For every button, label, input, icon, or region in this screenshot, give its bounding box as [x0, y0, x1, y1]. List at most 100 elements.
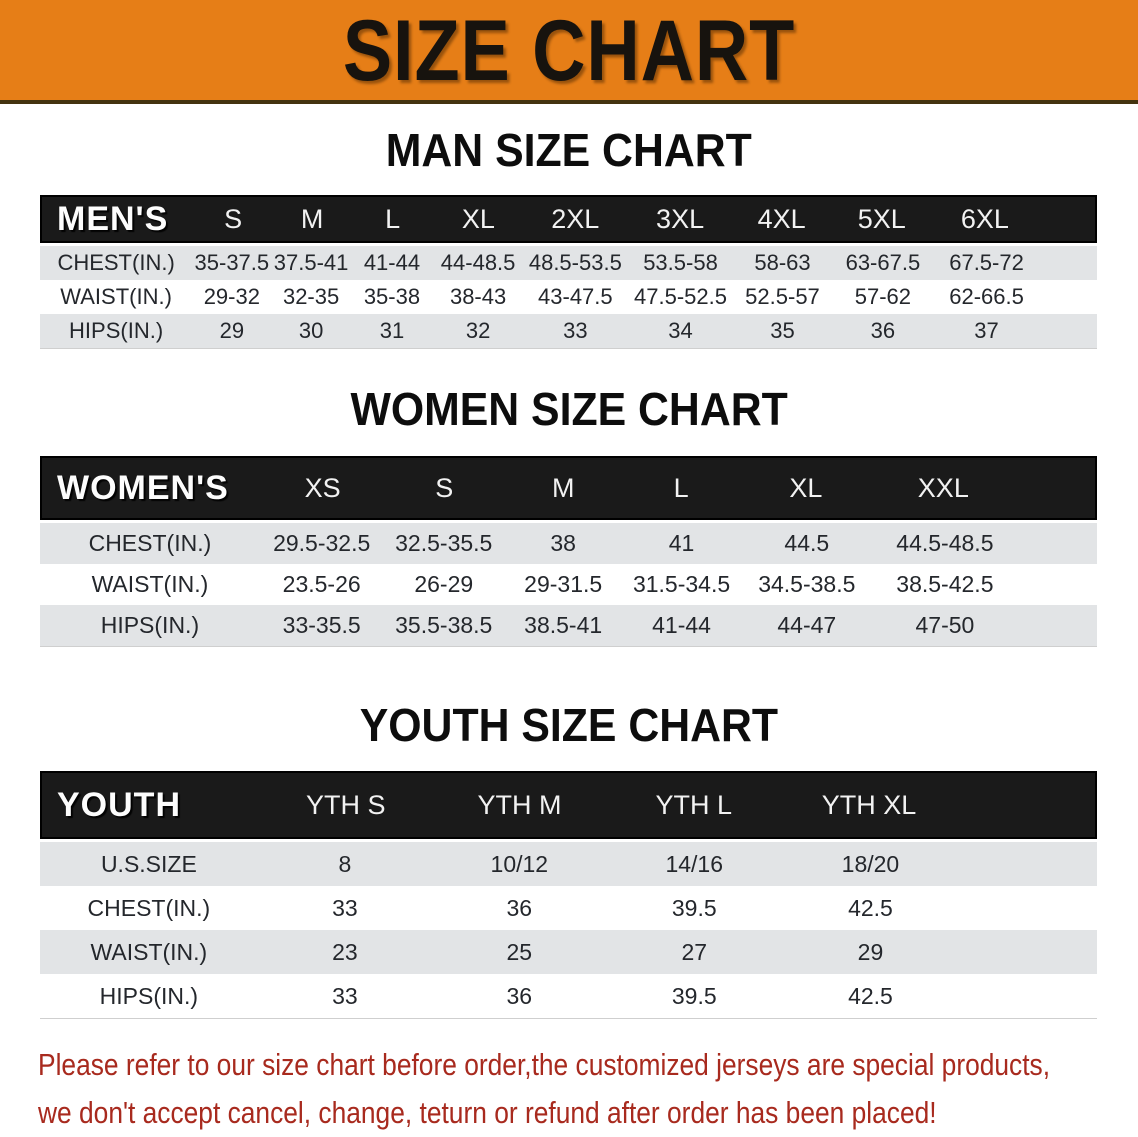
- column-header: M: [300, 203, 324, 234]
- size-cell: 29-31.5: [524, 571, 603, 597]
- youth-table-label: YOUTH: [57, 785, 181, 824]
- size-cell: 42.5: [848, 894, 893, 921]
- size-cell: 29: [857, 938, 884, 965]
- size-cell: 43-47.5: [538, 284, 613, 309]
- column-header: XXL: [917, 472, 969, 503]
- disclaimer-line-1: Please refer to our size chart before or…: [38, 1047, 1051, 1082]
- size-cell: 63-67.5: [845, 250, 921, 275]
- size-cell: 29: [219, 318, 245, 343]
- size-cell: 31: [379, 318, 405, 343]
- size-cell: 30: [298, 318, 324, 343]
- size-cell: 14/16: [665, 850, 724, 877]
- column-header: L: [673, 472, 689, 503]
- table-row: CHEST(IN.) 29.5-32.5 32.5-35.5 38 41 44.…: [40, 523, 1097, 564]
- column-header: 4XL: [757, 203, 806, 234]
- size-cell: 48.5-53.5: [528, 250, 622, 275]
- size-cell: 38.5-42.5: [896, 571, 994, 597]
- size-cell: 10/12: [490, 850, 549, 877]
- size-cell: 44-47: [777, 612, 837, 638]
- row-label: CHEST(IN.): [57, 250, 175, 275]
- row-label: CHEST(IN.): [87, 894, 211, 921]
- row-label: WAIST(IN.): [91, 571, 209, 597]
- size-cell: 42.5: [848, 982, 893, 1009]
- size-cell: 23.5-26: [282, 571, 361, 597]
- size-cell: 39.5: [671, 894, 717, 921]
- table-row: HIPS(IN.) 33 36 39.5 42.5: [40, 974, 1097, 1018]
- size-cell: 39.5: [671, 982, 717, 1009]
- column-header: 3XL: [656, 203, 705, 234]
- size-cell: 58-63: [754, 250, 811, 275]
- row-label: HIPS(IN.): [100, 612, 200, 638]
- size-cell: 41-44: [363, 250, 421, 275]
- size-cell: 37: [974, 318, 999, 343]
- youth-section-heading-text: YOUTH SIZE CHART: [359, 699, 779, 751]
- column-header: S: [435, 472, 454, 503]
- table-row: HIPS(IN.) 33-35.5 35.5-38.5 38.5-41 41-4…: [40, 605, 1097, 646]
- column-header: 2XL: [551, 203, 600, 234]
- size-cell: 29-32: [203, 284, 260, 309]
- size-cell: 47.5-52.5: [634, 284, 727, 309]
- size-cell: 25: [506, 938, 533, 965]
- women-section-heading-text: WOMEN SIZE CHART: [350, 383, 788, 435]
- size-cell: 33-35.5: [282, 612, 361, 638]
- mens-table-header-bar: MEN'S S M L XL 2XL 3XL 4XL 5XL 6XL: [40, 195, 1097, 243]
- size-cell: 29.5-32.5: [273, 530, 371, 556]
- table-row: CHEST(IN.) 35-37.5 37.5-41 41-44 44-48.5…: [40, 246, 1097, 280]
- table-row: U.S.SIZE 8 10/12 14/16 18/20: [40, 842, 1097, 886]
- table-row: CHEST(IN.) 33 36 39.5 42.5: [40, 886, 1097, 930]
- size-cell: 33: [563, 318, 588, 343]
- youth-section-heading: YOUTH SIZE CHART: [0, 699, 1138, 752]
- youth-table-header-bar: YOUTH YTH S YTH M YTH L YTH XL: [40, 771, 1097, 839]
- size-cell: 38-43: [449, 284, 507, 309]
- size-cell: 18/20: [841, 850, 900, 877]
- size-cell: 32: [465, 318, 491, 343]
- size-cell: 62-66.5: [949, 284, 1024, 309]
- size-cell: 47-50: [915, 612, 975, 638]
- men-section-heading-text: MAN SIZE CHART: [385, 124, 752, 176]
- mens-table-label: MEN'S: [57, 199, 169, 238]
- row-label: U.S.SIZE: [100, 850, 197, 877]
- size-cell: 36: [870, 318, 896, 343]
- womens-table-header-bar: WOMEN'S XS S M L XL XXL: [40, 456, 1097, 520]
- size-cell: 32.5-35.5: [395, 530, 493, 556]
- size-cell: 34: [668, 318, 693, 343]
- column-header: XL: [461, 203, 495, 234]
- size-cell: 38: [550, 530, 576, 556]
- row-label: WAIST(IN.): [90, 938, 208, 965]
- banner: SIZE CHART: [0, 0, 1138, 104]
- size-cell: 67.5-72: [949, 250, 1024, 275]
- column-header: XL: [789, 472, 823, 503]
- size-cell: 31.5-34.5: [632, 571, 731, 597]
- disclaimer-line-2: we don't accept cancel, change, teturn o…: [38, 1095, 937, 1130]
- size-cell: 38.5-41: [524, 612, 603, 638]
- size-cell: 23: [332, 938, 358, 965]
- size-cell: 44-48.5: [440, 250, 516, 275]
- size-cell: 8: [338, 850, 352, 877]
- row-label: HIPS(IN.): [99, 982, 199, 1009]
- size-cell: 35.5-38.5: [395, 612, 493, 638]
- column-header: YTH XL: [821, 789, 917, 820]
- men-section-heading: MAN SIZE CHART: [0, 124, 1138, 177]
- size-cell: 44.5-48.5: [896, 530, 994, 556]
- size-cell: 57-62: [854, 284, 912, 309]
- size-cell: 37.5-41: [273, 250, 349, 275]
- size-cell: 35-38: [363, 284, 421, 309]
- column-header: XS: [304, 472, 341, 503]
- banner-title: SIZE CHART: [342, 1, 796, 98]
- size-cell: 35: [770, 318, 795, 343]
- column-header: 6XL: [960, 203, 1009, 234]
- size-cell: 32-35: [282, 284, 340, 309]
- size-cell: 35-37.5: [194, 250, 270, 275]
- size-cell: 27: [681, 938, 708, 965]
- row-label: HIPS(IN.): [69, 318, 164, 343]
- size-cell: 41: [668, 530, 695, 556]
- row-label: WAIST(IN.): [60, 284, 172, 309]
- disclaimer-note: Please refer to our size chart before or…: [0, 1041, 1138, 1137]
- youth-size-table: YOUTH YTH S YTH M YTH L YTH XL U.S.SIZE …: [40, 771, 1097, 1019]
- column-header: M: [551, 472, 575, 503]
- table-row: WAIST(IN.) 23 25 27 29: [40, 930, 1097, 974]
- womens-size-table: WOMEN'S XS S M L XL XXL CHEST(IN.) 29.5-…: [40, 456, 1097, 647]
- row-label: CHEST(IN.): [88, 530, 212, 556]
- size-cell: 34.5-38.5: [758, 571, 856, 597]
